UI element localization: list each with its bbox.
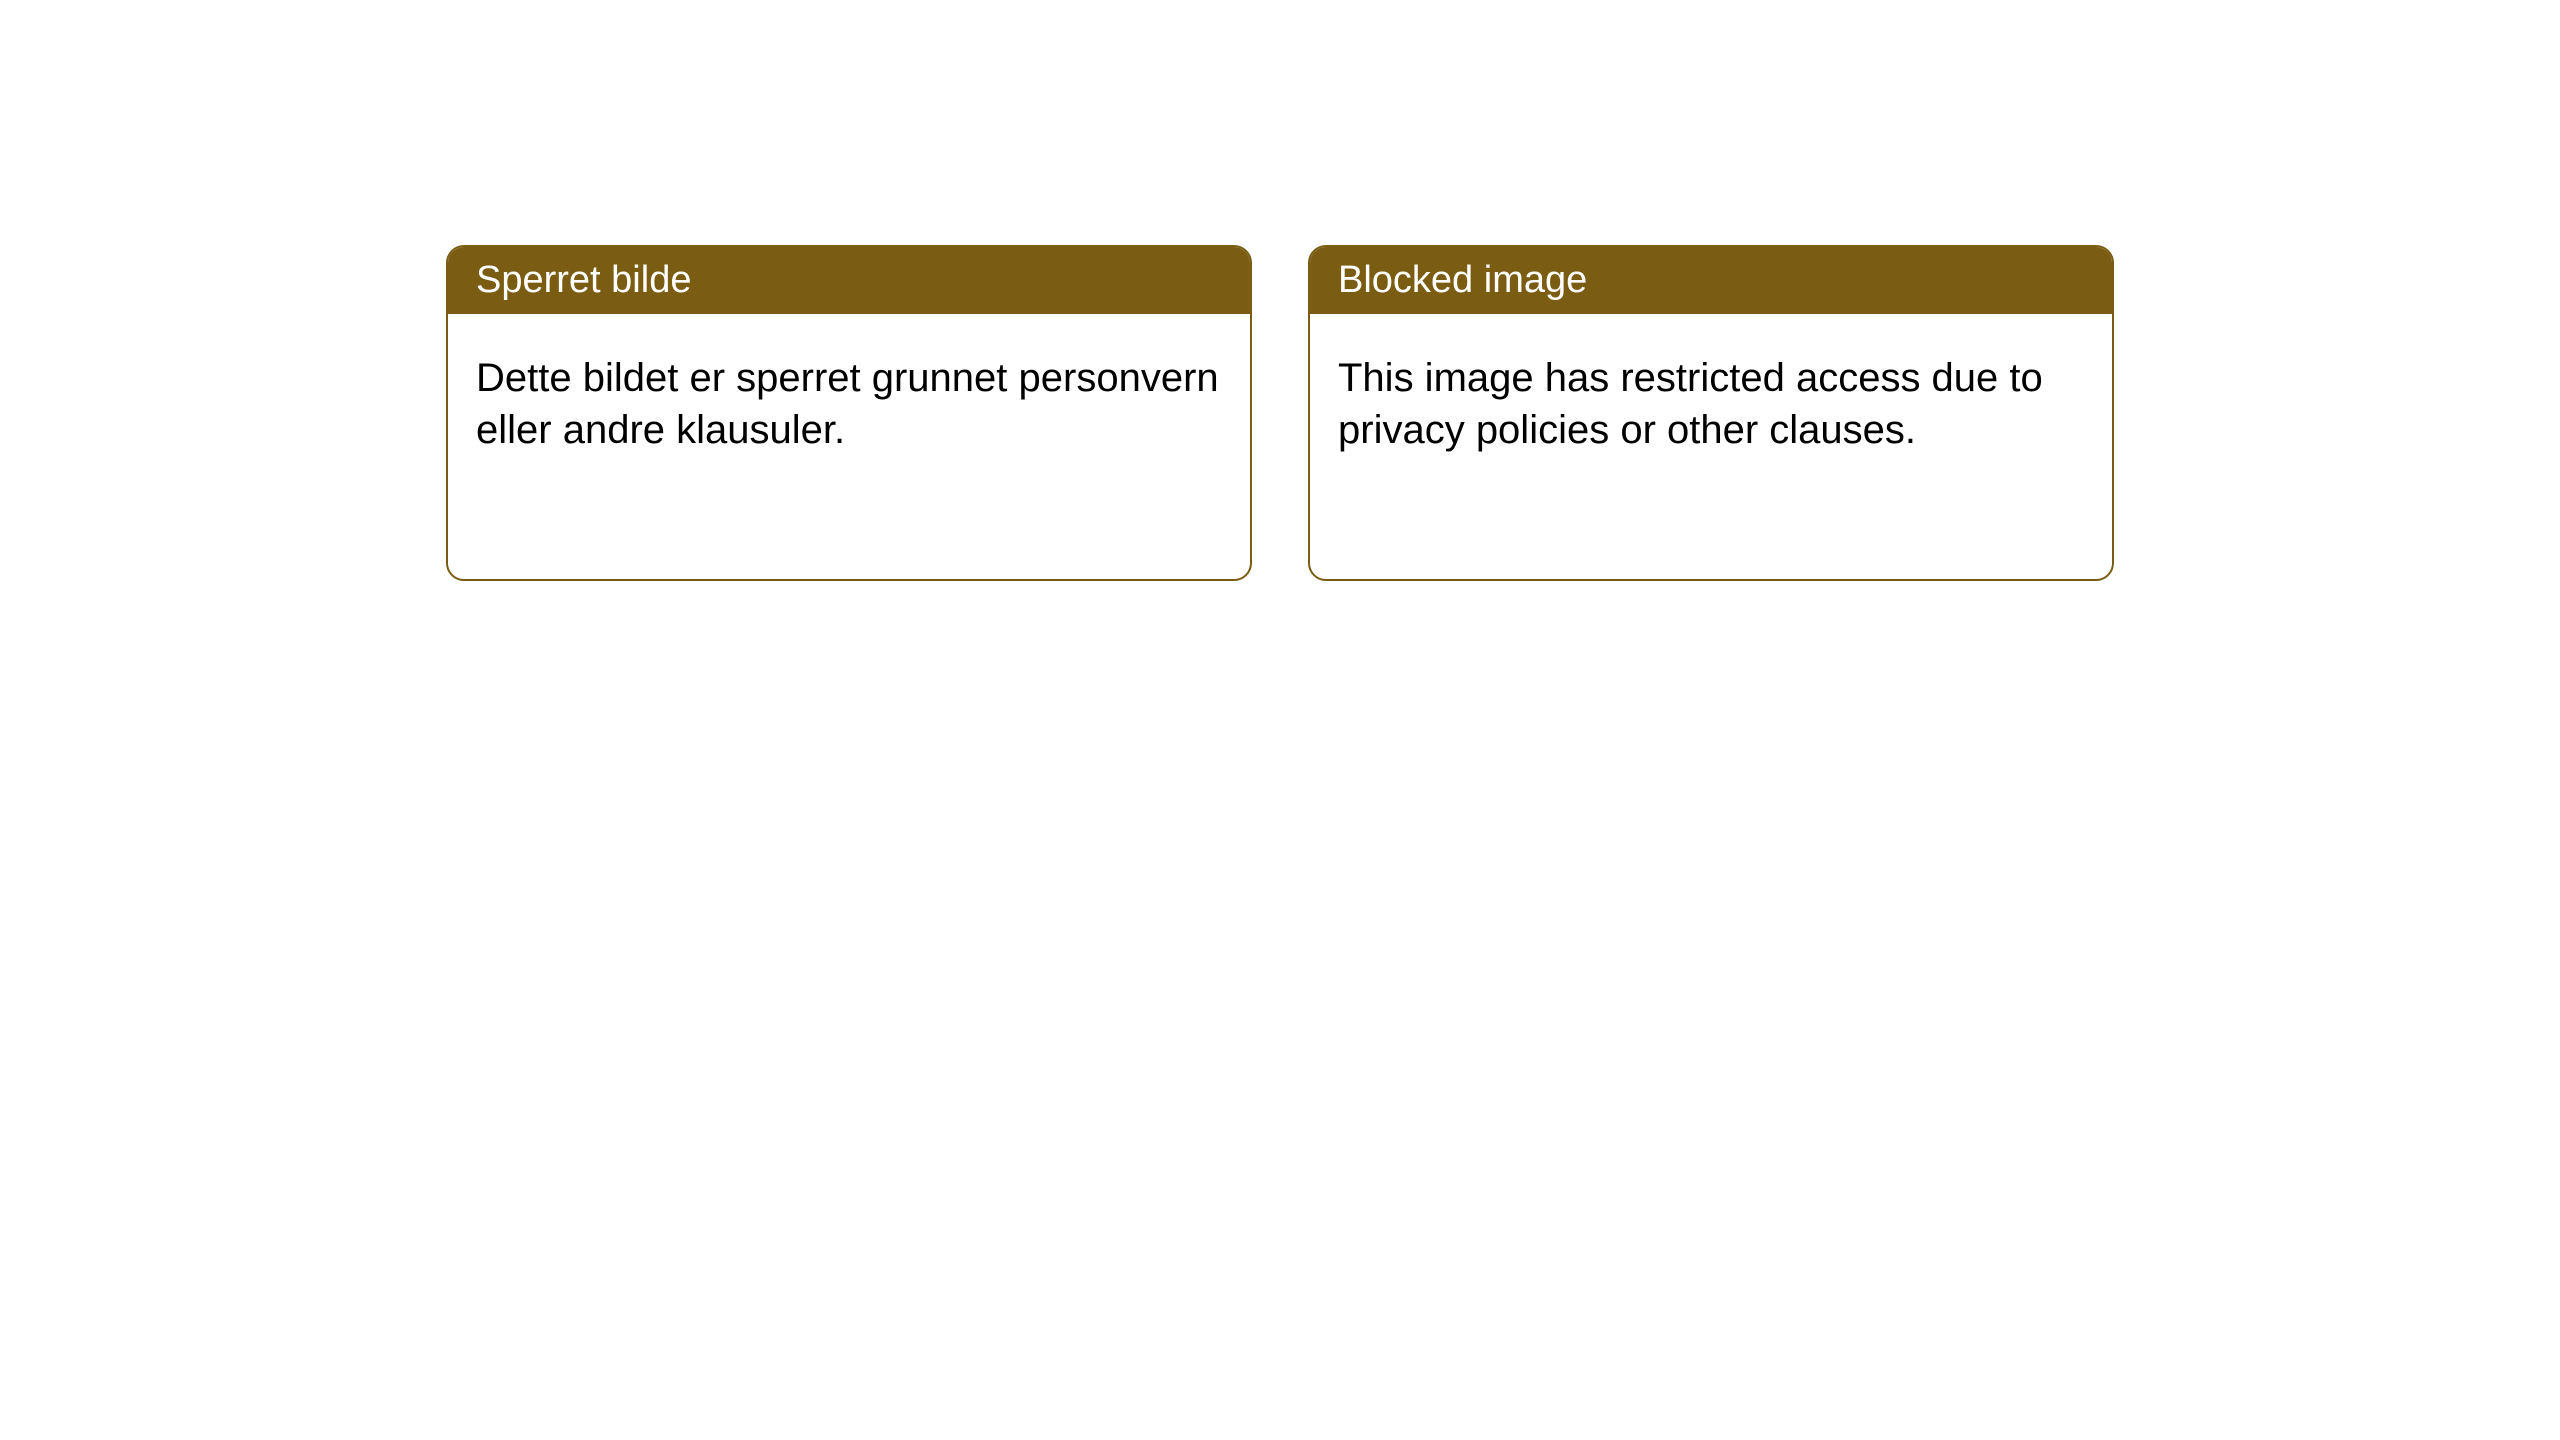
notice-title: Blocked image (1338, 259, 1587, 301)
notice-box-english: Blocked image This image has restricted … (1308, 245, 2114, 581)
notice-body: Dette bildet er sperret grunnet personve… (448, 314, 1250, 494)
notice-body-text: This image has restricted access due to … (1338, 356, 2043, 452)
notice-header: Sperret bilde (448, 247, 1250, 314)
notice-body-text: Dette bildet er sperret grunnet personve… (476, 356, 1219, 452)
notice-header: Blocked image (1310, 247, 2112, 314)
notice-body: This image has restricted access due to … (1310, 314, 2112, 494)
notice-container: Sperret bilde Dette bildet er sperret gr… (0, 0, 2560, 581)
notice-title: Sperret bilde (476, 259, 691, 301)
notice-box-norwegian: Sperret bilde Dette bildet er sperret gr… (446, 245, 1252, 581)
